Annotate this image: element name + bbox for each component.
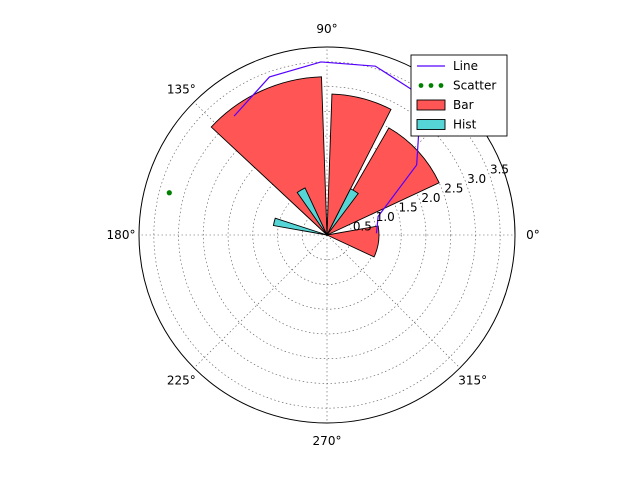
- legend-scatter-handle: [438, 83, 444, 88]
- legend-label: Scatter: [453, 79, 496, 93]
- legend-scatter-handle: [428, 83, 434, 88]
- angle-labels: 0°45°90°135°180°225°270°315°: [107, 22, 540, 448]
- scatter-series: [166, 190, 172, 196]
- angle-tick-label: 180°: [107, 228, 136, 242]
- angular-gridline: [193, 234, 328, 369]
- legend-patch-handle: [416, 99, 446, 111]
- radial-tick-label: 2.0: [421, 191, 440, 205]
- radial-tick-label: 1.0: [376, 210, 395, 224]
- angle-tick-label: 90°: [316, 22, 337, 36]
- angle-tick-label: 0°: [526, 228, 540, 242]
- radial-tick-label: 0.5: [353, 220, 372, 234]
- bar-wedge: [325, 225, 380, 258]
- angle-tick-label: 315°: [458, 374, 487, 388]
- legend-label: Hist: [453, 118, 477, 132]
- bar-wedge: [325, 127, 440, 237]
- scatter-point: [166, 190, 172, 196]
- hist-wedge: [296, 187, 328, 236]
- radial-tick-label: 3.0: [467, 172, 486, 186]
- radial-gridline: [227, 135, 427, 335]
- radial-tick-label: 1.5: [399, 201, 418, 215]
- radial-gridline: [203, 111, 451, 359]
- legend-scatter-handle: [418, 83, 424, 88]
- angle-tick-label: 135°: [167, 82, 196, 96]
- angle-tick-label: 225°: [167, 374, 196, 388]
- legend-patch-handle: [416, 119, 446, 130]
- angular-gridline: [326, 234, 461, 369]
- hist-wedge: [272, 217, 328, 236]
- bars: [210, 76, 440, 258]
- outer-circle: [138, 46, 516, 424]
- bar-wedge: [210, 76, 328, 237]
- angle-tick-label: 270°: [313, 434, 342, 448]
- radial-tick-label: 2.5: [444, 182, 463, 196]
- legend-label: Line: [453, 59, 478, 73]
- legend: Line Scatter Bar Hist: [410, 54, 508, 137]
- radial-tick-label: 3.5: [490, 163, 509, 177]
- radial-gridline: [252, 160, 402, 310]
- hist-wedge: [326, 188, 359, 236]
- legend-label: Bar: [453, 98, 474, 112]
- line-series-path: [233, 61, 422, 234]
- line-series: [233, 61, 422, 234]
- radial-labels: 0.5 1.0 1.52.0 2.5 3.0 3.5: [353, 163, 509, 234]
- bar-wedge: [326, 93, 392, 236]
